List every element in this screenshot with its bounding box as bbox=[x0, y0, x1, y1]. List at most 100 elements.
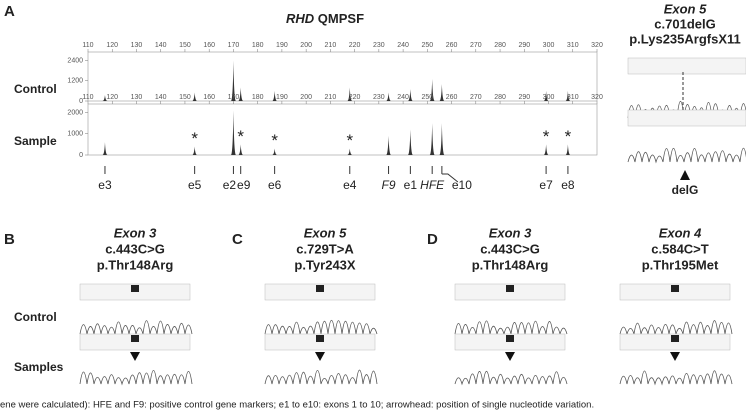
plot-frame bbox=[87, 103, 598, 156]
chromatogram-trace bbox=[619, 320, 733, 336]
highlight-base bbox=[506, 335, 514, 342]
protein: p.Thr195Met bbox=[642, 257, 719, 272]
x-tick-label: 270 bbox=[470, 94, 482, 101]
caption: ene were calculated): HFE and F9: positi… bbox=[0, 400, 594, 411]
peak bbox=[192, 146, 198, 155]
variant: c.443C>G bbox=[480, 241, 540, 256]
chromatogram-trace bbox=[79, 369, 193, 386]
peak bbox=[439, 123, 445, 155]
row-label: Control bbox=[14, 82, 57, 96]
x-tick-label: 190 bbox=[276, 42, 288, 49]
x-tick-label: 160 bbox=[203, 42, 215, 49]
x-tick-label: 140 bbox=[155, 42, 167, 49]
title-gene: RHD bbox=[286, 11, 315, 26]
highlight-base bbox=[671, 285, 679, 292]
x-tick-label: 230 bbox=[373, 42, 385, 49]
x-tick-label: 300 bbox=[543, 42, 555, 49]
x-tick-label: 250 bbox=[421, 42, 433, 49]
x-tick-label: 240 bbox=[397, 94, 409, 101]
x-tick-label: 310 bbox=[567, 94, 579, 101]
x-tick-label: 210 bbox=[325, 42, 337, 49]
x-tick-label: 310 bbox=[567, 42, 579, 49]
row-label: Sample bbox=[14, 134, 57, 148]
peak bbox=[407, 129, 413, 155]
x-tick-label: 180 bbox=[252, 94, 264, 101]
peak bbox=[230, 110, 236, 155]
y-tick-label: 2400 bbox=[67, 57, 83, 64]
arrowhead bbox=[670, 352, 680, 361]
deletion-marker: * bbox=[346, 131, 353, 150]
x-tick-label: 280 bbox=[494, 42, 506, 49]
exon-label: e3 bbox=[98, 178, 112, 192]
panel-letter: C bbox=[232, 231, 243, 248]
y-tick-label: 0 bbox=[79, 152, 83, 159]
panel-letter: A bbox=[4, 3, 15, 20]
exon-title: Exon 5 bbox=[304, 225, 347, 240]
variant: c.729T>A bbox=[296, 241, 354, 256]
peak bbox=[347, 87, 353, 101]
peak bbox=[386, 92, 392, 101]
exon-label: e5 bbox=[188, 178, 202, 192]
deletion-marker: * bbox=[543, 127, 550, 146]
highlight-base bbox=[131, 285, 139, 292]
x-tick-label: 220 bbox=[349, 42, 361, 49]
peak bbox=[347, 148, 353, 155]
x-tick-label: 210 bbox=[325, 94, 337, 101]
exon-label: e2 bbox=[223, 178, 237, 192]
x-tick-label: 280 bbox=[494, 94, 506, 101]
exon-label: e4 bbox=[343, 178, 357, 192]
exon-label: e1 bbox=[404, 178, 418, 192]
peak bbox=[543, 90, 549, 101]
x-tick-label: 190 bbox=[276, 94, 288, 101]
protein: p.Lys235ArgfsX11 bbox=[629, 31, 741, 46]
x-tick-label: 180 bbox=[252, 42, 264, 49]
x-tick-label: 260 bbox=[446, 42, 458, 49]
protein: p.Thr148Arg bbox=[97, 257, 174, 272]
chromatogram-trace bbox=[79, 320, 193, 335]
highlight-base bbox=[506, 285, 514, 292]
x-tick-label: 230 bbox=[373, 94, 385, 101]
peak bbox=[543, 144, 549, 155]
x-tick-label: 320 bbox=[591, 42, 603, 49]
sequence-header bbox=[627, 109, 746, 127]
peak bbox=[429, 79, 435, 101]
x-tick-label: 320 bbox=[591, 94, 603, 101]
x-tick-label: 250 bbox=[421, 94, 433, 101]
deletion-marker: * bbox=[237, 127, 244, 146]
x-tick-label: 110 bbox=[82, 42, 93, 49]
x-tick-label: 150 bbox=[179, 94, 191, 101]
x-tick-label: 160 bbox=[203, 94, 215, 101]
peak bbox=[272, 148, 278, 155]
exon-label: e7 bbox=[539, 178, 553, 192]
deletion-marker: * bbox=[565, 127, 572, 146]
highlight-base bbox=[316, 335, 324, 342]
y-tick-label: 1200 bbox=[67, 78, 83, 85]
peak bbox=[102, 95, 108, 101]
y-tick-label: 2000 bbox=[67, 109, 83, 116]
chromatogram-trace bbox=[264, 319, 378, 335]
x-tick-label: 120 bbox=[106, 94, 118, 101]
x-tick-label: 300 bbox=[543, 94, 555, 101]
panel-letter: B bbox=[4, 231, 15, 248]
peak bbox=[565, 144, 571, 155]
chromatogram-trace bbox=[627, 147, 746, 164]
x-tick-label: 260 bbox=[446, 94, 458, 101]
x-tick-label: 130 bbox=[131, 94, 143, 101]
peak bbox=[230, 60, 236, 101]
exon-label: e8 bbox=[561, 178, 575, 192]
deletion-marker: * bbox=[191, 129, 198, 148]
exon-title: Exon 4 bbox=[659, 225, 702, 240]
x-tick-label: 170 bbox=[228, 42, 240, 49]
protein: p.Tyr243X bbox=[294, 257, 356, 272]
highlight-base bbox=[671, 335, 679, 342]
peak bbox=[429, 123, 435, 155]
x-tick-label: 220 bbox=[349, 94, 361, 101]
exon-label: e9 bbox=[237, 178, 251, 192]
panel-letter: D bbox=[427, 231, 438, 248]
peak bbox=[238, 87, 244, 101]
peak bbox=[238, 144, 244, 155]
deletion-marker: * bbox=[271, 131, 278, 150]
row-label: Samples bbox=[14, 360, 64, 374]
x-tick-label: 290 bbox=[518, 94, 530, 101]
